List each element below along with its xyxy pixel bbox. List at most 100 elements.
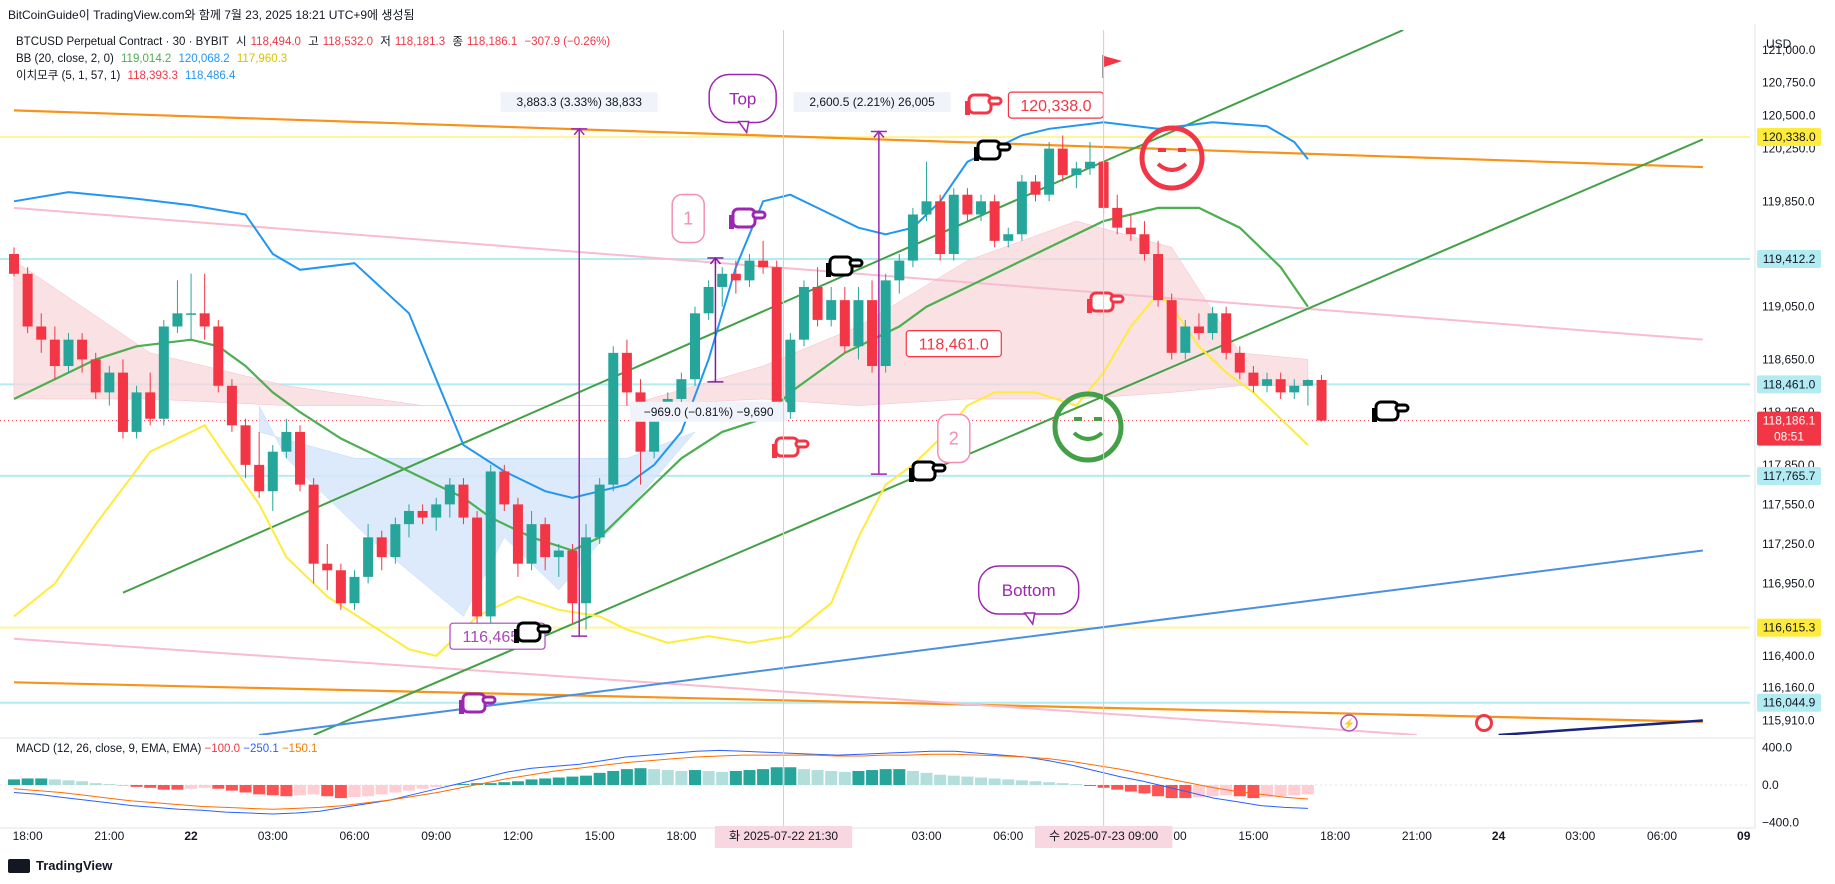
price-tick-label: 116,400.0: [1762, 649, 1815, 663]
price-axis-badge-bg: [1757, 411, 1821, 446]
candle: [690, 306, 700, 386]
candle-body: [826, 300, 837, 320]
candle: [921, 161, 932, 222]
macd-histogram-bar: [1165, 785, 1178, 799]
macd-histogram-bar: [1233, 785, 1246, 797]
candle: [444, 478, 455, 518]
flag-cloth: [1104, 56, 1122, 67]
candle: [308, 478, 319, 584]
candle: [1084, 142, 1095, 175]
callout-bottom: Bottom: [977, 565, 1080, 626]
hand-palm: [516, 621, 542, 643]
low-label: 저: [380, 36, 391, 48]
price-tag-text: 120,338.0: [1020, 98, 1091, 115]
macd-histogram-bar: [334, 785, 347, 799]
candle: [49, 326, 60, 380]
measure-label-bg: [793, 92, 951, 113]
close-label: 종: [452, 36, 463, 48]
candle: [771, 260, 782, 419]
trendline-blue-support: [259, 549, 1704, 735]
macd-histogram-bar: [294, 785, 307, 796]
candle: [335, 563, 346, 610]
candle-body: [322, 563, 333, 571]
hand-cuff: [1087, 299, 1092, 313]
callout-text: 2: [949, 429, 959, 449]
candle: [826, 286, 837, 327]
candle-body: [785, 339, 796, 413]
macd-histogram-bar: [484, 783, 497, 785]
candle-body: [649, 412, 660, 452]
hand-pointer-icon: [965, 93, 1003, 115]
hand-palm: [967, 93, 993, 115]
candle-body: [403, 510, 414, 525]
symbol-title[interactable]: BTCUSD Perpetual Contract · 30 · BYBIT: [16, 36, 229, 48]
candle: [976, 194, 987, 222]
macd-histogram-bar: [375, 785, 388, 795]
candle-body: [77, 339, 88, 360]
bb-upper-value: 120,068.2: [178, 53, 230, 65]
price-tag: 118,461.0: [905, 330, 1002, 358]
macd-histogram-bar: [825, 770, 838, 785]
candle-body: [390, 524, 401, 558]
candle-body: [295, 431, 306, 485]
price-axis-badge-text: 117,765.7: [1763, 469, 1816, 483]
macd-histogram-bar: [770, 767, 783, 785]
candle-body: [458, 484, 469, 518]
price-tag-box: [905, 330, 1002, 358]
candle-body: [1302, 379, 1313, 386]
macd-legend-label[interactable]: MACD (12, 26, close, 9, EMA, EMA): [16, 743, 202, 755]
candle: [186, 273, 197, 340]
lightning-glyph: ⚡: [1343, 717, 1355, 730]
candle: [145, 372, 156, 426]
macd-histogram-bar: [1301, 785, 1314, 795]
time-axis-highlight-bg: [714, 826, 853, 848]
time-axis-highlight-text: 수 2025-07-23 09:00: [1049, 829, 1158, 843]
candle: [1302, 379, 1313, 406]
hand-finger: [1394, 403, 1410, 413]
candle-body: [1193, 326, 1204, 334]
ichimoku-legend-label[interactable]: 이치모쿠 (5, 1, 57, 1): [16, 70, 121, 82]
hand-finger: [1109, 294, 1125, 304]
hand-cuff: [909, 468, 914, 482]
bb-legend-label[interactable]: BB (20, close, 2, 0): [16, 53, 114, 65]
candle-body: [567, 550, 578, 604]
macd-histogram-bar: [35, 778, 48, 785]
candle: [1221, 306, 1232, 360]
candle-body: [894, 260, 905, 281]
candle: [90, 352, 101, 399]
hand-cuff: [965, 101, 970, 115]
trendline-navy-support: [1498, 719, 1703, 735]
candle: [36, 313, 47, 353]
price-tick-label: 119,050.0: [1762, 300, 1815, 314]
candle-body: [676, 379, 687, 399]
candle: [1139, 221, 1150, 261]
candle-body: [117, 372, 128, 432]
time-tick-label: 22: [184, 829, 198, 843]
candle-body: [431, 504, 442, 518]
candle-body: [935, 201, 946, 255]
price-axis-badge-text: 116,044.9: [1763, 696, 1816, 710]
candle: [499, 464, 510, 511]
candle: [1044, 142, 1055, 202]
macd-histogram-bar: [430, 785, 443, 787]
candle: [1003, 227, 1014, 248]
macd-histogram-bar: [144, 785, 157, 788]
low-value: 118,181.3: [394, 36, 446, 48]
footer-brand[interactable]: TradingView: [8, 858, 112, 873]
macd-histogram-bar: [920, 772, 933, 785]
macd-histogram-bar: [811, 770, 824, 785]
time-tick-label: 03:00: [258, 829, 288, 843]
macd-histogram-bar: [389, 785, 402, 793]
candle: [1289, 379, 1300, 399]
hand-cuff: [514, 629, 519, 643]
price-axis-badge-text: 118,461.0: [1763, 377, 1816, 391]
candle-body: [335, 570, 346, 604]
macd-histogram-bar: [321, 785, 334, 797]
candle-body: [172, 313, 183, 327]
candle: [526, 510, 537, 571]
price-tick-label: 119,850.0: [1762, 194, 1815, 208]
macd-histogram-bar: [906, 770, 919, 785]
candle-body: [867, 300, 878, 367]
macd-histogram-bar: [471, 783, 484, 785]
